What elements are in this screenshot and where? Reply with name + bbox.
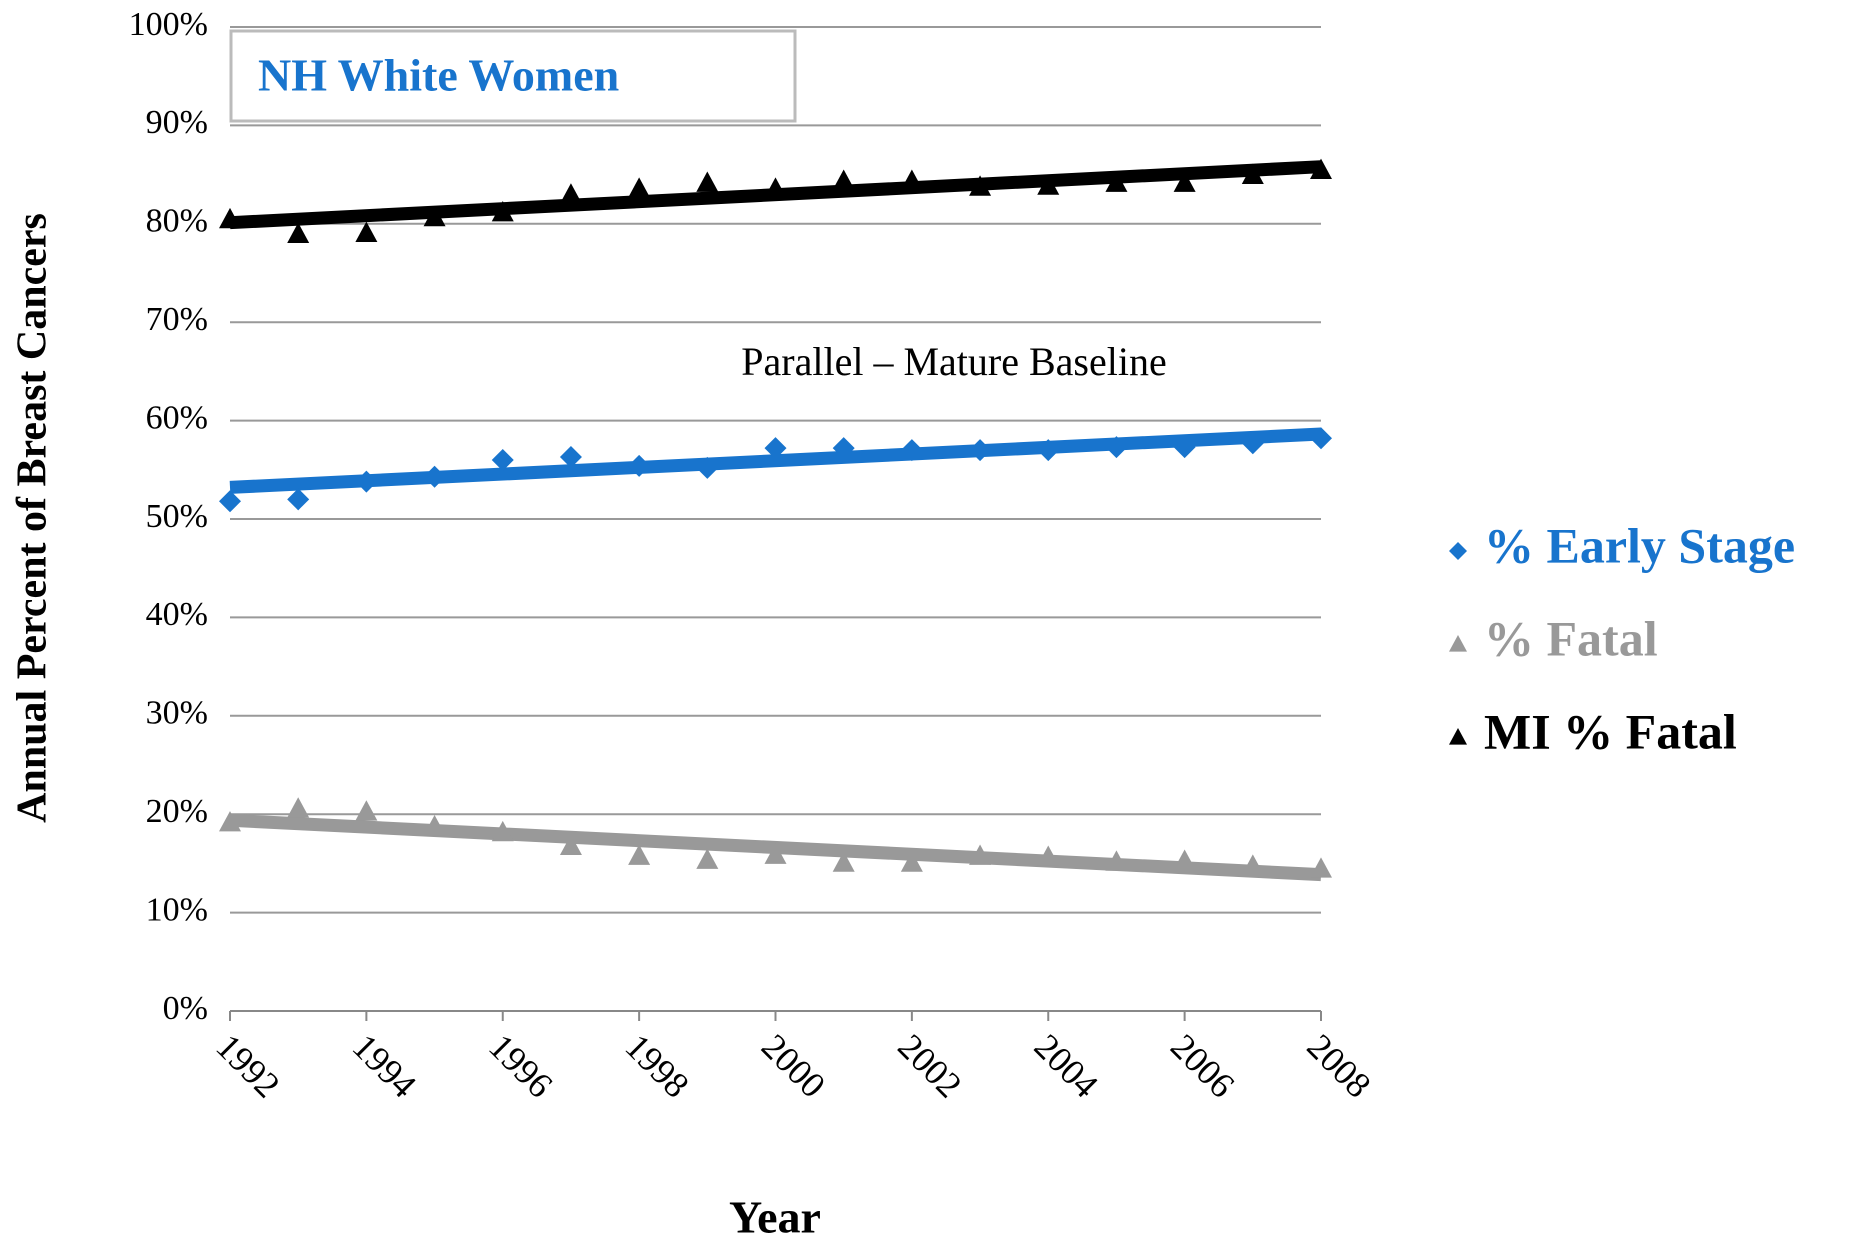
marker	[1241, 854, 1264, 875]
y-tick-label: 40%	[146, 596, 208, 633]
marker	[1173, 436, 1196, 459]
marker	[219, 490, 241, 513]
legend-label: MI % Fatal	[1484, 703, 1737, 759]
y-tick-label: 0%	[163, 990, 208, 1027]
marker	[628, 177, 651, 198]
marker	[559, 446, 582, 469]
marker	[491, 820, 514, 842]
marker	[764, 437, 787, 460]
marker	[969, 844, 992, 865]
annotation: Parallel – Mature Baseline	[741, 339, 1166, 384]
marker	[696, 456, 719, 479]
marker	[832, 437, 855, 460]
marker	[1241, 163, 1264, 184]
x-tick-label: 1998	[618, 1026, 697, 1105]
x-tick-label: 1992	[208, 1026, 287, 1105]
marker	[1105, 850, 1128, 871]
y-tick-label: 50%	[146, 498, 208, 535]
x-tick-label: 2008	[1299, 1026, 1378, 1105]
marker	[355, 221, 378, 243]
marker	[628, 844, 651, 865]
marker	[1105, 171, 1128, 192]
marker	[628, 454, 651, 477]
marker	[491, 448, 514, 471]
marker	[1173, 171, 1196, 192]
marker	[287, 797, 310, 818]
y-tick-label: 100%	[129, 6, 208, 43]
x-tick-label: 1996	[481, 1026, 560, 1105]
y-axis-title: Annual Percent of Breast Cancers	[10, 213, 56, 823]
label-box	[229, 29, 797, 123]
x-tick-label: 1994	[345, 1026, 424, 1105]
marker	[1310, 158, 1332, 180]
y-tick-label: 10%	[146, 891, 208, 928]
marker	[900, 439, 923, 462]
marker	[764, 843, 787, 864]
marker	[1037, 439, 1060, 462]
y-tick-label: 70%	[146, 301, 208, 338]
y-tick-label: 90%	[146, 104, 208, 141]
x-tick-label: 2002	[890, 1026, 969, 1105]
marker	[423, 205, 446, 227]
x-tick-label: 2000	[754, 1026, 833, 1105]
marker	[1449, 635, 1467, 652]
marker	[559, 183, 582, 204]
marker	[1173, 849, 1196, 870]
marker	[491, 200, 514, 222]
marker	[219, 207, 241, 229]
marker	[696, 171, 719, 192]
marker	[832, 169, 855, 190]
marker	[423, 465, 446, 488]
marker	[1310, 857, 1332, 878]
marker	[1310, 427, 1332, 450]
marker	[764, 177, 787, 198]
marker	[696, 848, 719, 869]
y-tick-label: 60%	[146, 399, 208, 436]
x-tick-label: 2006	[1163, 1026, 1242, 1105]
marker	[1037, 845, 1060, 866]
marker	[969, 439, 992, 462]
marker	[1449, 542, 1467, 560]
marker	[900, 169, 923, 190]
marker	[900, 851, 923, 872]
marker	[832, 851, 855, 872]
marker	[287, 488, 310, 511]
label-box-text: NH White Women	[258, 50, 619, 101]
marker	[355, 800, 378, 821]
x-tick-label: 2004	[1027, 1026, 1106, 1105]
trend-line	[229, 427, 1322, 494]
marker	[355, 470, 378, 493]
marker	[1241, 432, 1264, 455]
y-tick-label: 80%	[146, 203, 208, 240]
marker	[1037, 174, 1060, 195]
marker	[219, 811, 241, 832]
legend-label: % Fatal	[1484, 610, 1658, 666]
legend-label: % Early Stage	[1484, 517, 1795, 573]
marker	[969, 175, 992, 196]
marker	[1105, 436, 1128, 459]
marker	[287, 222, 310, 243]
marker	[1449, 728, 1467, 745]
marker	[423, 815, 446, 836]
y-tick-label: 30%	[146, 695, 208, 732]
marker	[559, 834, 582, 856]
y-tick-label: 20%	[146, 793, 208, 830]
x-axis-title: Year	[729, 1192, 821, 1240]
